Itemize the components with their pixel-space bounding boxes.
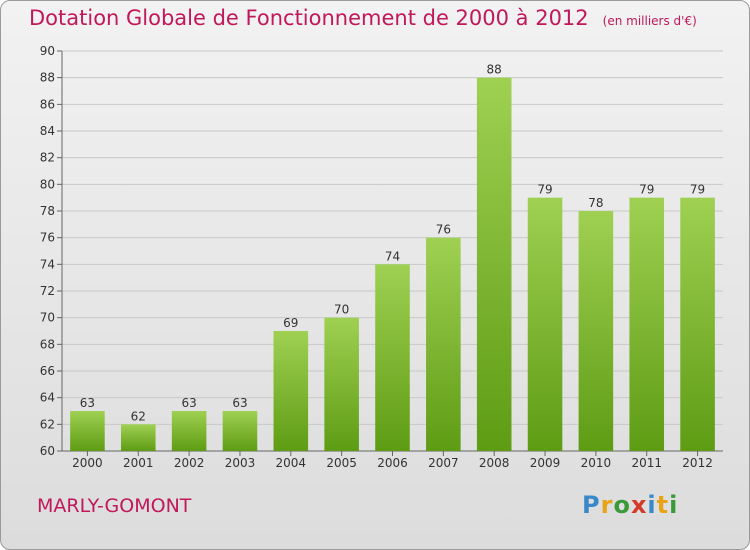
bar-value-label: 79 [639, 183, 654, 197]
bar-value-label: 69 [283, 316, 298, 330]
bar-value-label: 88 [487, 63, 502, 77]
bar [171, 411, 207, 451]
bar-value-label: 70 [334, 303, 349, 317]
logo-letter: o [613, 491, 631, 519]
x-tick-label: 2009 [530, 456, 561, 470]
x-tick-label: 2002 [174, 456, 205, 470]
proxiti-logo: Proxiti [582, 491, 678, 519]
bar-value-label: 79 [537, 183, 552, 197]
logo-letter: t [656, 491, 670, 519]
x-tick-label: 2005 [326, 456, 357, 470]
bar-value-label: 78 [588, 196, 603, 210]
bar [120, 424, 156, 451]
bar-value-label: 76 [436, 223, 451, 237]
bar-value-label: 63 [80, 396, 95, 410]
y-tick-label: 76 [40, 231, 55, 245]
bar [426, 237, 461, 451]
logo-letter: P [582, 491, 601, 519]
bars [70, 77, 715, 452]
x-tick-label: 2011 [631, 456, 662, 470]
y-tick-label: 64 [40, 391, 55, 405]
bar-value-label: 63 [181, 396, 196, 410]
y-tick-label: 88 [40, 71, 55, 85]
bar [578, 211, 614, 451]
x-tick-label: 2003 [225, 456, 256, 470]
x-tick-label: 2001 [123, 456, 154, 470]
logo-letter: i [669, 491, 679, 519]
bar [527, 197, 563, 451]
labels: 60 62 64 66 68 70 72 74 76 78 80 82 84 86 88 90 63 2000 62… [40, 44, 713, 470]
y-tick-label: 70 [40, 311, 55, 325]
x-tick-label: 2012 [682, 456, 713, 470]
x-tick-label: 2000 [72, 456, 103, 470]
bar [222, 411, 258, 451]
bar-value-label: 79 [690, 183, 705, 197]
chart-title: Dotation Globale de Fonctionnement de 20… [29, 6, 697, 30]
bar [680, 197, 715, 451]
bar [70, 411, 105, 451]
y-tick-label: 60 [40, 444, 55, 458]
bar [324, 317, 359, 451]
y-tick-label: 62 [40, 417, 55, 431]
logo-letter: i [647, 491, 657, 519]
bar-value-label: 74 [385, 249, 400, 263]
y-tick-label: 66 [40, 364, 55, 378]
x-tick-label: 2008 [479, 456, 510, 470]
bar [273, 331, 309, 451]
y-tick-label: 78 [40, 204, 55, 218]
bar-value-label: 63 [232, 396, 247, 410]
bar [375, 264, 410, 451]
bar [629, 197, 665, 451]
x-tick-label: 2004 [276, 456, 307, 470]
y-tick-label: 72 [40, 284, 55, 298]
chart-title-text: Dotation Globale de Fonctionnement de 20… [29, 6, 589, 30]
y-tick-label: 82 [40, 151, 55, 165]
x-tick-label: 2006 [377, 456, 408, 470]
y-tick-label: 80 [40, 177, 55, 191]
x-tick-label: 2010 [581, 456, 612, 470]
y-tick-label: 84 [40, 124, 55, 138]
bar [476, 77, 512, 452]
y-tick-label: 86 [40, 97, 55, 111]
y-tick-label: 90 [40, 44, 55, 58]
logo-letter: x [630, 491, 648, 519]
x-tick-label: 2007 [428, 456, 459, 470]
y-tick-label: 74 [40, 257, 55, 271]
bar-value-label: 62 [131, 409, 146, 423]
chart-subtitle: (en milliers d'€) [602, 14, 697, 28]
commune-name: MARLY-GOMONT [37, 495, 192, 517]
logo-letter: r [600, 491, 614, 519]
y-tick-label: 68 [40, 337, 55, 351]
